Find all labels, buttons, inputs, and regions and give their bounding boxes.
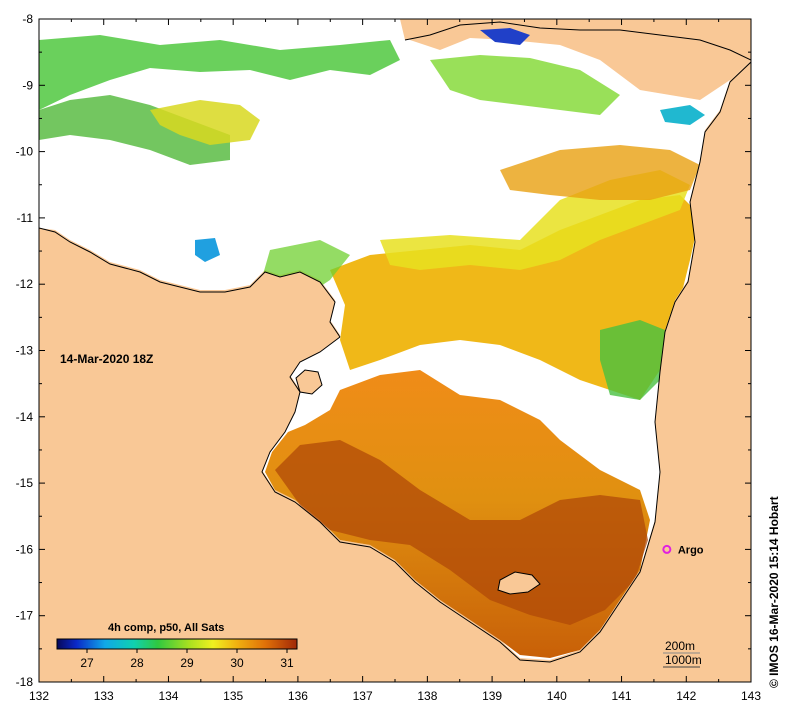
y-tick-label: -9 xyxy=(22,78,33,92)
x-tick-label: 135 xyxy=(223,689,243,703)
x-tick-label: 133 xyxy=(94,689,114,703)
x-tick-label: 132 xyxy=(29,689,49,703)
orange-patch-east xyxy=(500,145,700,200)
x-tick-label: 136 xyxy=(288,689,308,703)
colorbar-label: 30 xyxy=(230,656,244,670)
y-tick-label: -15 xyxy=(16,476,34,490)
argo-icon xyxy=(662,544,672,554)
argo-marker[interactable]: Argo xyxy=(662,544,704,556)
y-tick-label: -14 xyxy=(16,410,34,424)
blue-patch-w xyxy=(195,238,220,262)
cape-york-land xyxy=(560,60,751,665)
argo-label: Argo xyxy=(678,544,704,556)
date-label: 14-Mar-2020 18Z xyxy=(60,352,153,366)
x-tick-label: 140 xyxy=(547,689,567,703)
y-tick-label: -8 xyxy=(22,12,33,26)
colorbar-label: 28 xyxy=(130,656,144,670)
x-tick-label: 141 xyxy=(612,689,632,703)
y-tick-label: -18 xyxy=(16,675,34,689)
mornington-island xyxy=(497,571,541,595)
y-tick-label: -16 xyxy=(16,542,34,556)
north-green-fringe xyxy=(39,35,400,110)
y-tick-label: -13 xyxy=(16,344,34,358)
green-west-patch xyxy=(39,95,230,165)
cyan-patch-e xyxy=(660,105,705,125)
y-tick-label: -12 xyxy=(16,277,34,291)
x-tick-label: 143 xyxy=(741,689,761,703)
x-tick-label: 134 xyxy=(158,689,178,703)
colorbar-ramp xyxy=(56,638,298,650)
hot-water-south xyxy=(275,440,648,625)
colorbar-labels: 27 28 29 30 31 xyxy=(80,649,294,670)
green-east-strip xyxy=(600,320,665,400)
x-tick-label: 138 xyxy=(417,689,437,703)
colorbar-label: 29 xyxy=(180,656,194,670)
credit-text: © IMOS 16-Mar-2020 15:14 Hobart xyxy=(767,496,781,688)
arnhem-land xyxy=(39,228,580,682)
y-tick-label: -10 xyxy=(16,145,34,159)
gulf-coastline xyxy=(261,61,751,663)
x-tick-label: 142 xyxy=(676,689,696,703)
colorbar-label: 27 xyxy=(80,656,94,670)
contour-1000m-label: 1000m xyxy=(665,653,702,667)
y-tick-label: -11 xyxy=(17,211,34,225)
blue-patch-ne xyxy=(480,28,530,45)
colorbar: 4h comp, p50, All Sats 27 28 29 30 31 xyxy=(56,622,298,670)
axis-tick-labels: 132 133 134 135 136 137 138 139 140 141 142 143 -8 -9… xyxy=(16,12,762,703)
yellow-west-patch xyxy=(150,100,260,145)
y-tick-label: -17 xyxy=(16,609,34,623)
new-guinea-land xyxy=(400,19,751,60)
west-coastline xyxy=(39,227,341,338)
contour-200m-label: 200m xyxy=(665,639,695,653)
north-coastline xyxy=(404,21,751,61)
axis-ticks xyxy=(38,18,752,683)
colorbar-title: 4h comp, p50, All Sats xyxy=(108,622,224,634)
x-tick-label: 137 xyxy=(353,689,373,703)
north-green-fringe-2 xyxy=(430,55,620,115)
colorbar-label: 31 xyxy=(280,656,294,670)
x-tick-label: 139 xyxy=(482,689,502,703)
